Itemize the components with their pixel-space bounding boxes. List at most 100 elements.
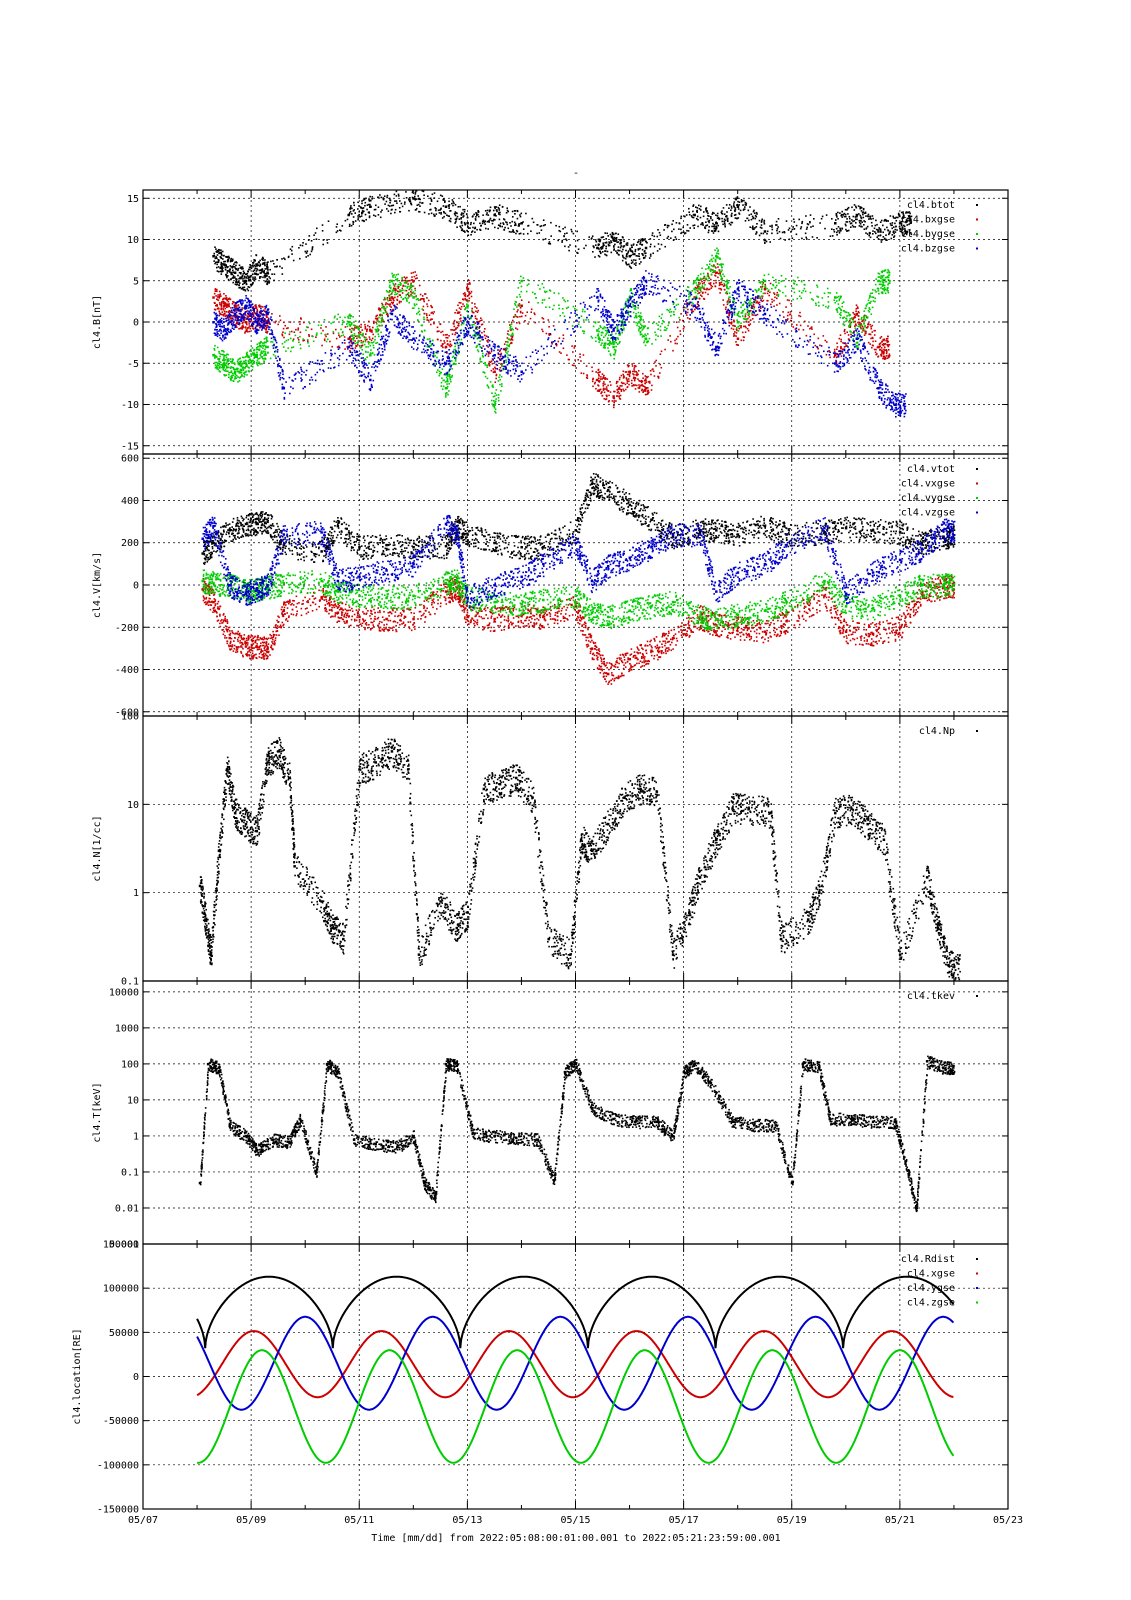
data-point [549,289,551,291]
data-point [705,209,707,212]
data-point [480,361,483,363]
data-point [883,339,885,342]
data-point [617,249,620,252]
data-point [426,297,428,299]
data-point [562,297,564,299]
data-point [703,276,705,279]
data-point [855,324,857,327]
data-point [505,361,507,363]
data-point [908,219,911,222]
data-point [377,214,380,216]
data-point [517,309,519,311]
data-point [410,202,412,205]
data-point [723,275,726,278]
data-point [382,320,385,323]
data-point [430,304,432,307]
data-point [227,258,230,260]
data-point [257,346,259,348]
data-point [632,377,635,379]
data-point [598,330,600,333]
data-point [224,260,226,263]
data-point [727,298,730,300]
data-point [491,222,494,225]
data-point [383,308,386,311]
data-point [633,378,636,381]
data-point [553,304,555,307]
data-point [235,284,238,286]
data-point [838,232,841,234]
data-point [265,331,267,333]
data-point [307,255,309,257]
data-point [241,363,243,365]
data-point [349,325,351,327]
data-point [476,214,478,216]
data-point [548,241,551,243]
data-point [381,324,383,327]
data-point [369,354,372,357]
data-point [400,282,402,285]
data-point [262,309,265,312]
data-point [451,374,453,377]
data-point [675,338,678,340]
data-point [214,288,217,291]
data-point [393,193,396,196]
data-point [448,219,451,222]
data-point [602,346,605,349]
data-point [836,234,838,236]
data-point [525,212,527,215]
data-point [451,360,453,362]
data-point [607,384,609,387]
data-point [719,263,722,265]
data-point [377,328,379,330]
data-point [466,229,468,232]
data-point [255,254,257,256]
data-point [736,196,739,198]
data-point [696,277,699,279]
data-point [877,230,880,233]
data-point [494,408,497,411]
data-point [253,360,256,363]
data-point [231,374,233,377]
data-point [390,310,393,313]
data-point [542,318,545,320]
data-point [219,361,222,364]
data-point [626,379,628,381]
data-point [267,269,269,271]
data-point [615,400,617,402]
data-point [475,325,477,328]
data-point [260,276,262,278]
data-point [387,204,390,207]
data-point [642,391,644,393]
data-point [438,374,441,377]
data-point [621,320,623,322]
data-point [241,373,243,376]
data-point [582,354,585,356]
data-point [846,207,849,210]
data-point [410,289,413,291]
data-point [449,210,451,212]
data-point [733,206,736,208]
data-point [617,343,619,345]
data-point [212,354,215,357]
data-point [223,351,225,353]
data-point [508,230,511,233]
data-point [530,311,532,313]
data-point [580,372,583,374]
data-point [474,303,476,305]
data-point [799,324,802,327]
data-point [608,350,610,352]
data-point [621,259,624,262]
data-point [543,290,546,293]
data-point [233,372,236,374]
data-point [708,221,710,224]
data-point [716,247,718,250]
data-point [305,252,308,254]
data-point [548,334,551,336]
data-point [902,228,904,230]
data-point [299,257,301,260]
data-point [656,235,659,238]
data-point [223,298,225,300]
data-point [474,331,476,333]
data-point [388,297,391,299]
data-point [218,312,221,314]
